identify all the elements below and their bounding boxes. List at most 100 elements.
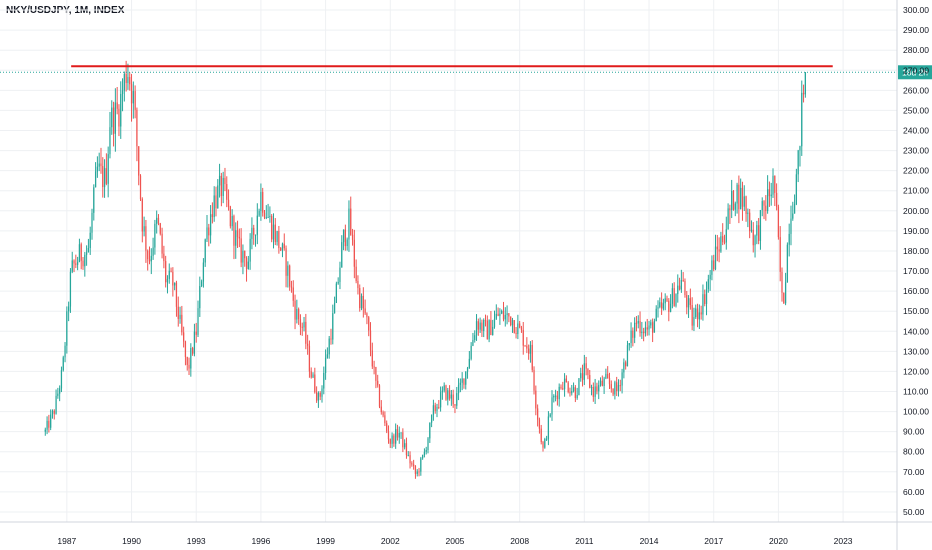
candle-body [517, 323, 519, 334]
candle-body [542, 442, 544, 448]
candle-body [790, 218, 792, 234]
candle-body [479, 322, 481, 330]
candle-body [747, 212, 749, 214]
candle-body [139, 175, 142, 200]
candle-body [549, 414, 551, 417]
candle-body [456, 393, 458, 406]
candle-body [48, 420, 50, 428]
candle-body [495, 313, 497, 319]
candle-body [450, 394, 453, 399]
candle-body [276, 231, 278, 242]
candle-body [506, 313, 508, 315]
candle-body [447, 390, 449, 400]
candle-body [637, 321, 639, 324]
candle-body [488, 320, 490, 340]
candle-body [368, 317, 370, 331]
candle-body [774, 175, 776, 193]
candle-body [731, 190, 733, 211]
candle-body [168, 270, 170, 279]
candle-body [484, 320, 487, 322]
candle-body [643, 331, 645, 334]
candle-body [709, 274, 711, 280]
candle-body [96, 166, 99, 172]
y-tick-label: 110.00 [903, 387, 929, 397]
candle-body [326, 354, 329, 358]
candle-body [175, 282, 178, 307]
candle-body [57, 393, 59, 396]
candle-body [686, 295, 688, 308]
candle-body [713, 260, 715, 270]
candle-body [308, 345, 311, 372]
candle-body [109, 127, 111, 155]
candle-body [289, 265, 291, 287]
candle-body [544, 439, 546, 448]
candle-body [540, 428, 542, 443]
candle-body [695, 308, 697, 318]
candle-body [59, 388, 61, 394]
candle-body [558, 386, 560, 400]
candle-body [619, 385, 621, 387]
candle-body [689, 298, 691, 306]
candle-body [551, 397, 553, 415]
candle-body [657, 307, 659, 309]
candle-body [718, 249, 720, 252]
candle-body [430, 415, 433, 423]
candle-body [395, 429, 397, 444]
candle-body [60, 370, 63, 389]
candle-body [793, 204, 796, 214]
candle-body [547, 416, 550, 439]
candle-body [353, 239, 355, 267]
candle-body [55, 395, 57, 414]
candle-body [439, 392, 442, 408]
candle-body [599, 380, 602, 386]
candle-body [801, 92, 803, 147]
candle-body [578, 378, 580, 396]
candle-body [242, 250, 244, 263]
candle-body [556, 395, 559, 400]
candle-body [366, 313, 368, 318]
candle-body [323, 372, 325, 389]
candle-body [732, 190, 735, 210]
candle-body [504, 314, 506, 320]
candle-body [193, 331, 196, 354]
candle-body [625, 362, 627, 367]
candle-body [134, 91, 136, 110]
candle-body [792, 213, 794, 219]
candle-body [678, 285, 681, 290]
candle-body [172, 271, 174, 286]
overlays: 18d 2h [0, 65, 932, 80]
candle-body [208, 227, 210, 236]
candle-body [226, 184, 228, 200]
candle-body [344, 229, 346, 247]
candle-body [121, 90, 124, 94]
candle-body [795, 174, 798, 205]
candle-body [292, 287, 294, 301]
candle-body [623, 362, 625, 373]
x-tick-label: 1990 [122, 536, 141, 546]
candle-body [741, 187, 744, 207]
candle-body [218, 175, 221, 186]
candle-body [191, 348, 194, 354]
candle-body [82, 260, 84, 267]
candle-body [641, 331, 643, 334]
candle-body [766, 189, 769, 212]
y-tick-label: 280.00 [903, 45, 929, 55]
candle-body [258, 210, 260, 216]
candle-body [483, 320, 485, 331]
candle-body [351, 234, 354, 240]
candle-body [533, 369, 535, 391]
candle-body [165, 261, 167, 283]
candle-body [607, 373, 609, 378]
candle-body [468, 358, 470, 368]
candle-body [493, 318, 496, 327]
candle-body [267, 216, 269, 218]
candle-body [565, 378, 568, 383]
candle-body [339, 267, 341, 282]
candle-body [141, 199, 143, 232]
y-tick-label: 270.00 [903, 65, 929, 75]
candle-body [626, 345, 629, 367]
candle-body [603, 378, 605, 386]
candle-body [407, 455, 409, 457]
candle-body [75, 263, 77, 265]
